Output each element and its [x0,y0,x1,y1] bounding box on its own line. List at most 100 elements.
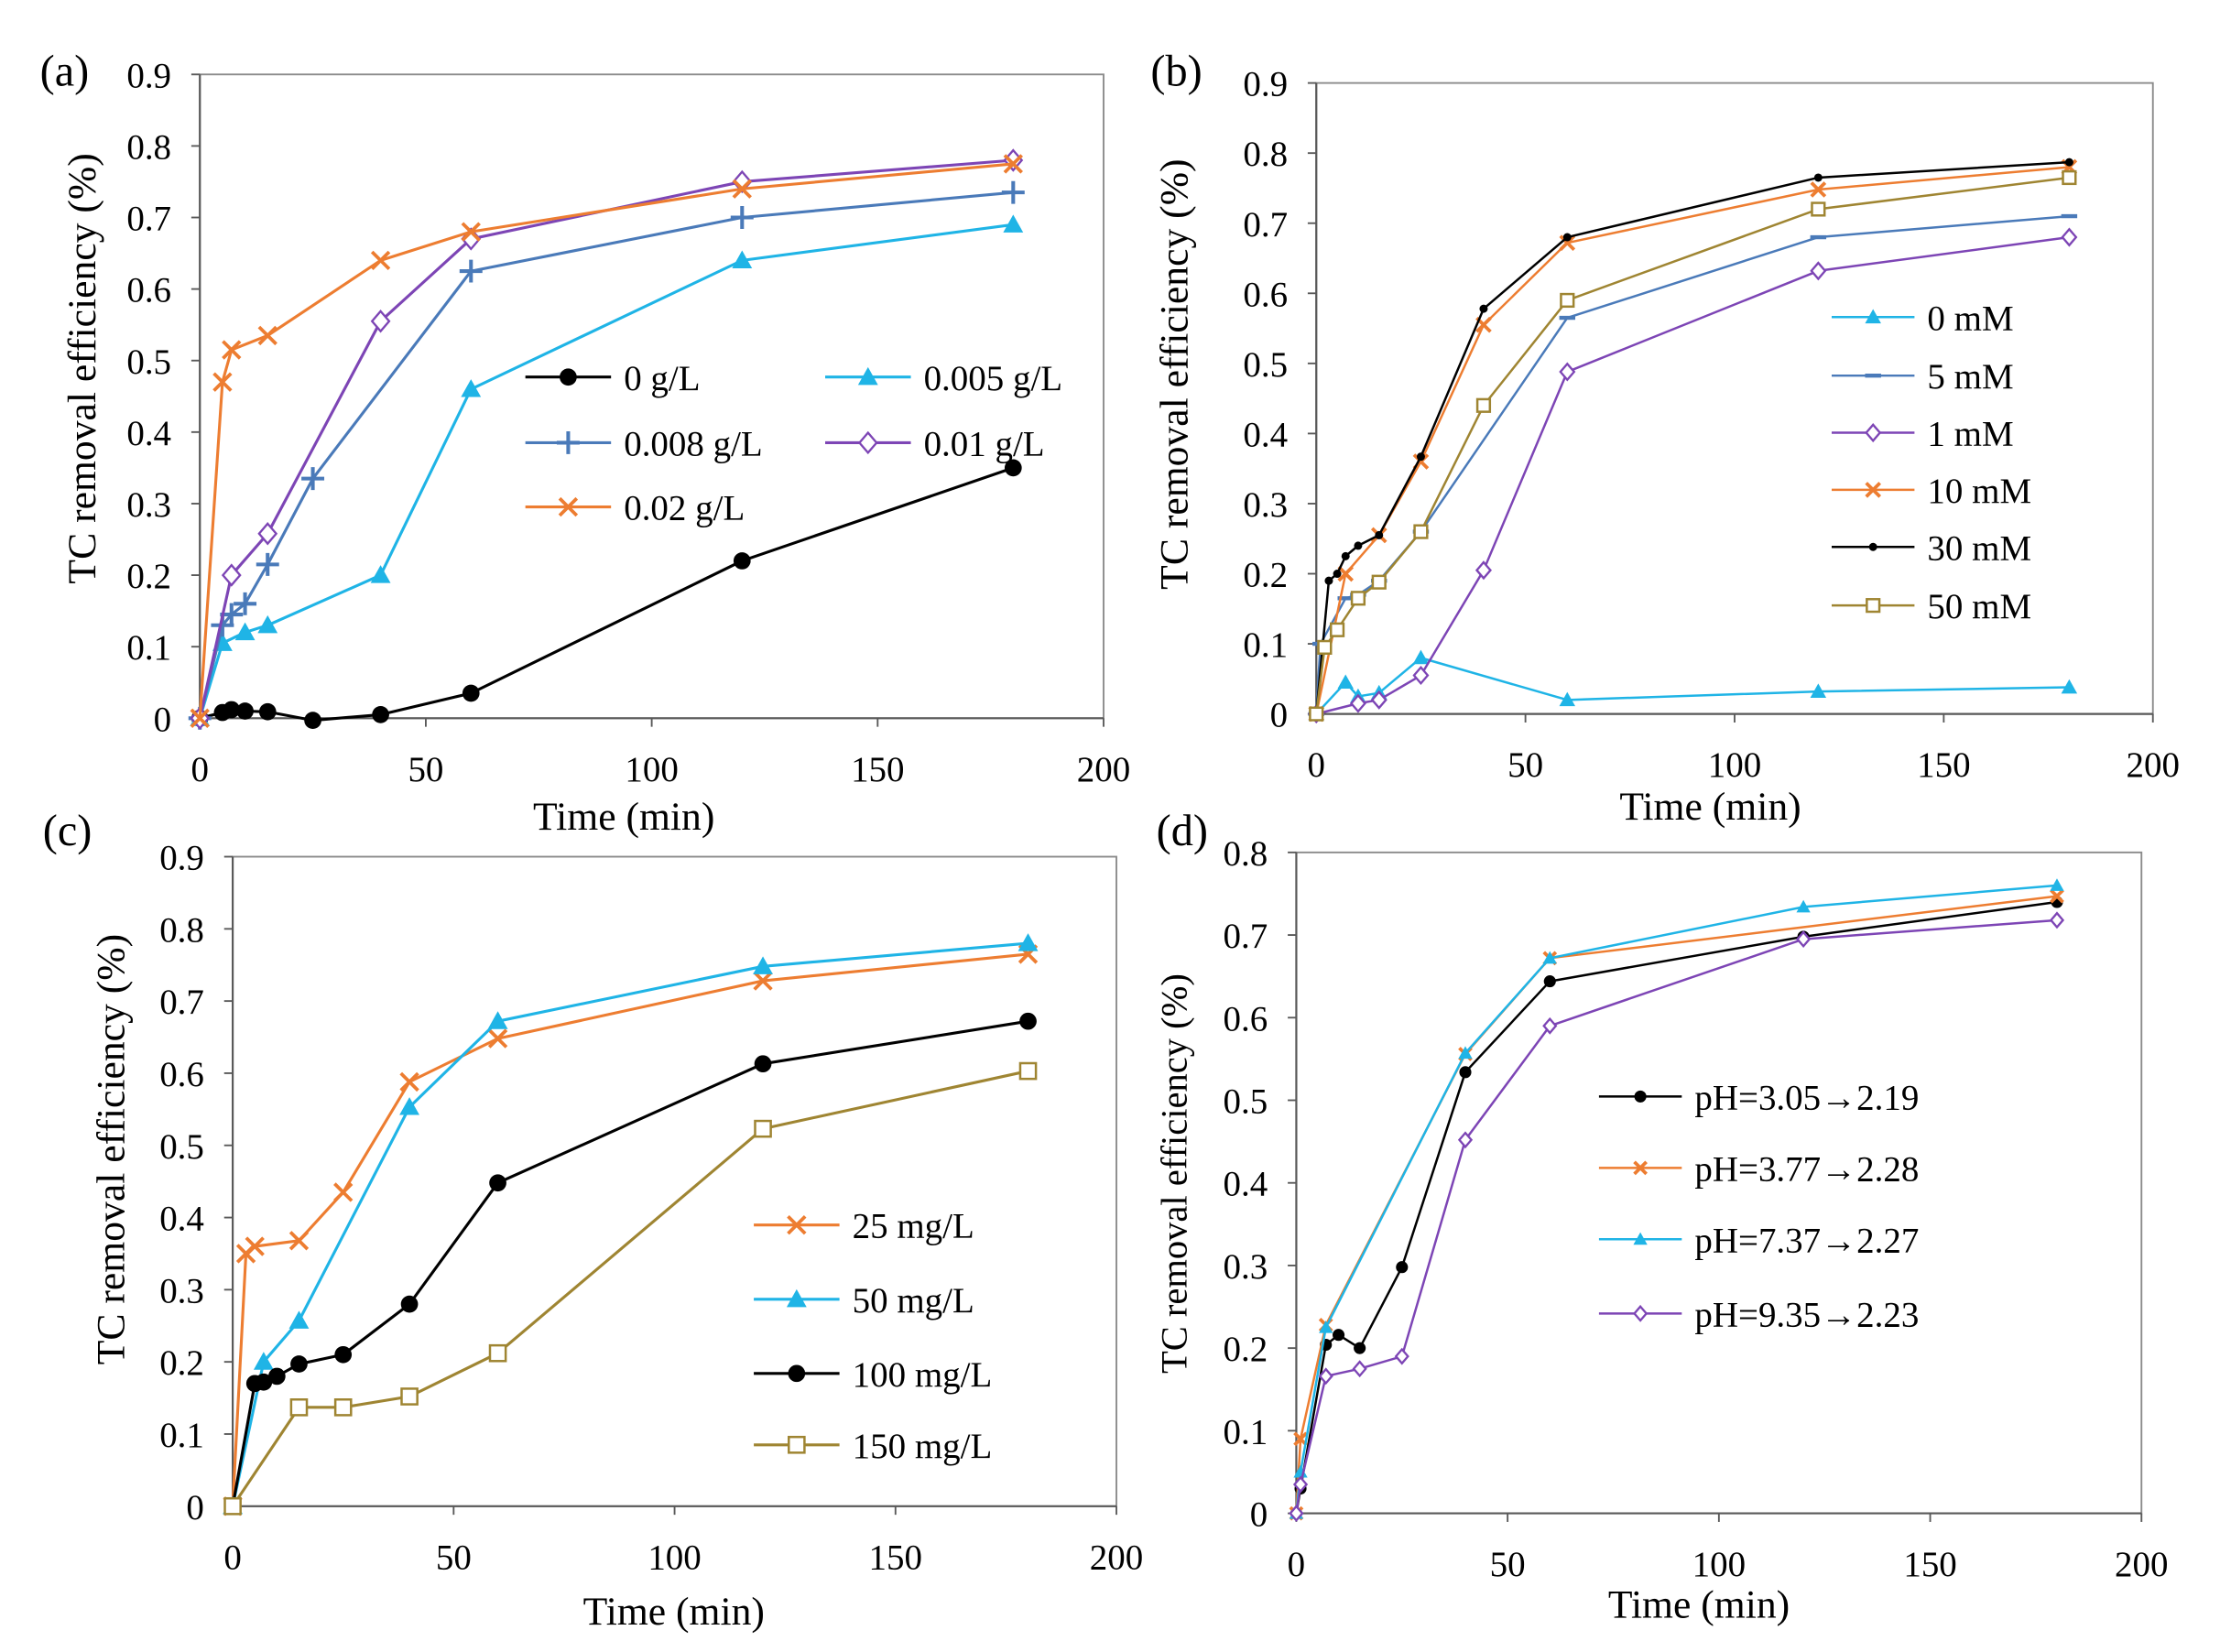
panel-c-series-0-point [333,1182,354,1202]
panel-c-legend-marker [788,1364,806,1383]
panel-c-x-tick-label: 150 [869,1538,922,1577]
panel-c-legend-marker [788,1435,806,1454]
panel-a-legend-label: 0.02 g/L [624,489,745,528]
panel-a-legend-label: 0.005 g/L [924,359,1063,398]
panel-a-y-tick-label: 0.9 [126,56,171,95]
panel-d-series-0-point [1354,1342,1366,1354]
panel-c-series-2-point [334,1345,353,1364]
panel-a-series-4-point [212,372,233,392]
panel-d-series-2-point [2050,878,2064,891]
panel-a-series-2-point [730,206,754,229]
panel-b-legend-marker [1868,542,1877,551]
panel-b-series-4-point [1333,570,1342,579]
panel-a-x-axis-title: Time (min) [533,795,714,839]
panel-c-y-tick-label: 0 [186,1488,203,1527]
panel-a-series-4-point [190,708,210,728]
panel-c-series-2-point [267,1367,286,1386]
panel-b-series-4-point [1341,551,1350,560]
panel-a-series-1-point [461,379,482,397]
panel-a-series-0-point [462,684,480,702]
panel-d-y-tick-label: 0.4 [1224,1165,1268,1204]
panel-b-legend-entry: 0 mM [1831,299,2014,338]
panel-d-series-2-point [1458,1046,1473,1060]
panel-b-label: (b) [1150,48,1202,96]
panel-a-legend-marker [558,496,579,517]
panel-b-series-5-point [1309,706,1324,722]
panel-c-x-axis-title: Time (min) [583,1590,765,1634]
panel-c-series-3-point [488,1343,507,1363]
panel-c-series-3-point [754,1119,772,1138]
panel-b-x-tick-label: 100 [1708,745,1761,785]
panel-d-series-0-point [1396,1261,1409,1274]
panel-b-legend-entry: 10 mM [1831,472,2031,511]
panel-b-series-5 [1309,169,2077,722]
panel-c-legend-marker [787,1215,807,1235]
panel-d-x-axis-title: Time (min) [1608,1582,1790,1626]
panel-a-series-0-point [733,552,751,570]
panel-a-series-2-point [256,552,279,576]
panel-d-x-tick-label: 100 [1692,1545,1746,1584]
panel-a-y-tick-label: 0.8 [126,127,171,167]
panel-b-series-4-point [1354,541,1363,550]
panel-d-legend-label: pH=7.37→2.27 [1694,1221,1919,1260]
panel-c-legend-entry: 50 mg/L [754,1281,974,1321]
panel-a-series-1-point [234,622,256,641]
panel-b-series-2-point [1559,362,1576,382]
panel-b-legend-label: 5 mM [1927,357,2013,397]
panel-a-legend-marker [556,430,580,454]
panel-d-x-tick-label: 150 [1903,1545,1956,1584]
panel-d-y-tick-label: 0.1 [1224,1412,1268,1451]
panel-b-legend-label: 1 mM [1927,415,2013,454]
panel-b-series-5-point [1560,292,1575,309]
panel-d-label: (d) [1157,807,1208,855]
panel-b-legend-marker [1865,482,1882,498]
panel-d-legend-entry: pH=7.37→2.27 [1598,1221,1919,1260]
panel-b-x-axis-title: Time (min) [1619,785,1801,829]
panel-b-series-5-point [2062,169,2077,186]
panel-d-series-3-point [1796,930,1812,949]
panel-d-legend-marker [1634,1090,1647,1103]
panel-b-series-5-line [1315,176,2070,714]
panel-b-series-2-point [1349,693,1366,713]
panel-d-y-tick-label: 0 [1250,1495,1268,1535]
panel-b-y-tick-label: 0.9 [1243,65,1288,104]
panel-a-series-4 [190,154,1023,728]
panel-b-y-tick-label: 0.8 [1243,135,1288,174]
panel-b-series-5-point [1475,397,1492,413]
panel-d-series-3-point [1292,1475,1309,1494]
panel-a-y-tick-label: 0.5 [126,342,171,382]
panel-b-series-0-point [1810,683,1827,698]
panel-c-series-0-point [399,1071,419,1092]
panel-a-legend-entry: 0 g/L [525,359,701,398]
panel-c-y-tick-label: 0.4 [159,1200,204,1239]
panel-b-legend-label: 50 mM [1927,587,2031,626]
panel-b-series-0-point [2061,679,2078,694]
panel-b-x-tick-label: 200 [2127,745,2180,785]
panel-a-series-2-point [459,259,483,283]
panel-d-y-tick-label: 0.3 [1224,1247,1268,1287]
panel-b-legend-label: 30 mM [1927,528,2031,568]
panel-b-legend-label: 0 mM [1927,299,2013,338]
panel-d-series-0-point [1459,1066,1472,1079]
panel-c-series-2-point [255,1373,273,1391]
panel-b-legend-entry: 50 mM [1831,587,2031,626]
panel-a-y-tick-label: 0 [154,700,171,739]
panel-c-y-tick-label: 0.2 [159,1343,204,1383]
panel-b-series-5-point [1329,622,1345,637]
panel-a-label: (a) [40,48,90,96]
panel-a-series-2-point [301,467,325,491]
panel-c-series-3 [223,1061,1038,1516]
panel-b-series-3-point [1337,565,1355,582]
panel-a-series-1-point [257,614,278,634]
panel-b-series-2-point [1475,560,1492,581]
panel-d-series-1-point [2050,888,2064,904]
panel-d-y-tick-label: 0.2 [1224,1330,1268,1369]
panel-b-x-tick-label: 150 [1917,745,1970,785]
panel-b-series-5-point [1811,201,1826,217]
panel-a-series-0-point [372,706,389,723]
panel-a-x-tick-label: 150 [851,750,904,789]
panel-d-series-3-point [2049,911,2065,929]
panel-b-y-tick-label: 0 [1270,696,1288,735]
panel-d-x-tick-label: 200 [2115,1545,2168,1584]
